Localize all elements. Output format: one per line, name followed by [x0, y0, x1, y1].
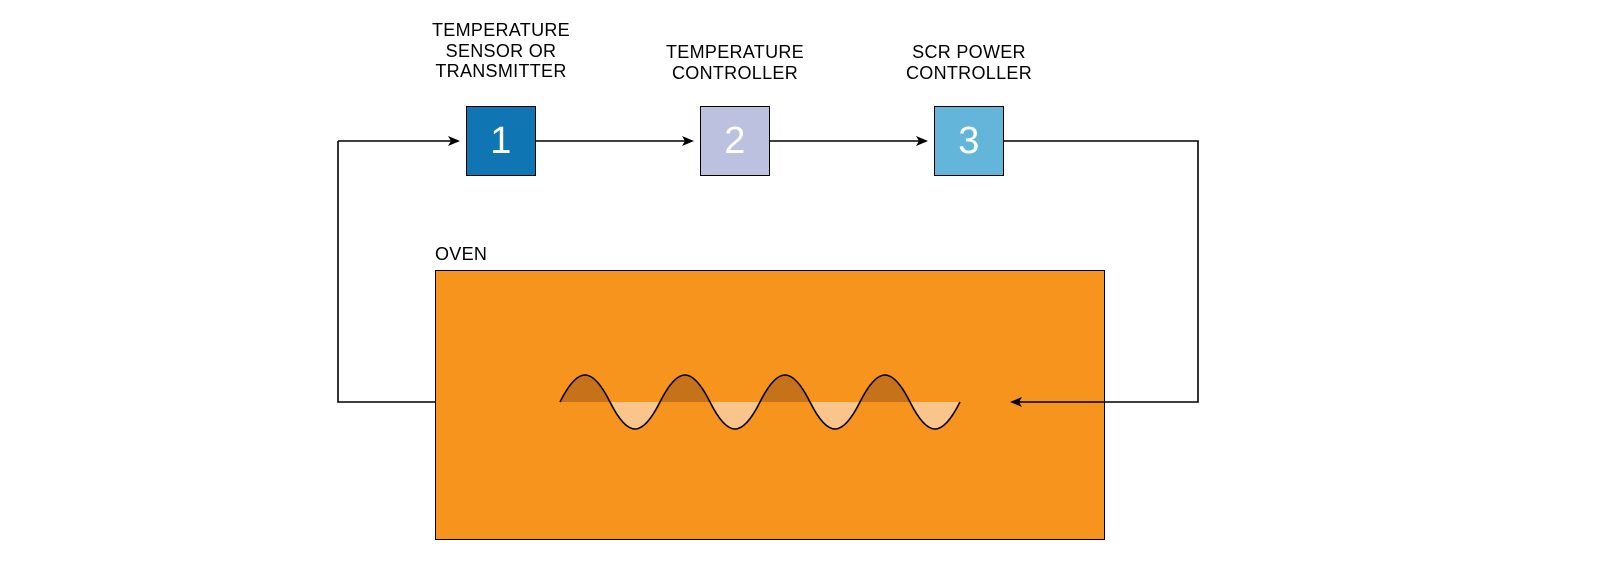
diagram-canvas: 1 2 3 TEMPERATURE SENSOR OR TRANSMITTER … [0, 0, 1600, 578]
oven-block [435, 270, 1105, 540]
node-number: 1 [490, 120, 511, 163]
node-number: 3 [958, 120, 979, 163]
node-temperature-controller: 2 [700, 106, 770, 176]
node-number: 2 [724, 120, 745, 163]
label-scr-power-controller: SCR POWER CONTROLLER [169, 42, 1600, 83]
node-scr-power-controller: 3 [934, 106, 1004, 176]
oven-label: OVEN [435, 244, 487, 265]
node-temperature-sensor: 1 [466, 106, 536, 176]
